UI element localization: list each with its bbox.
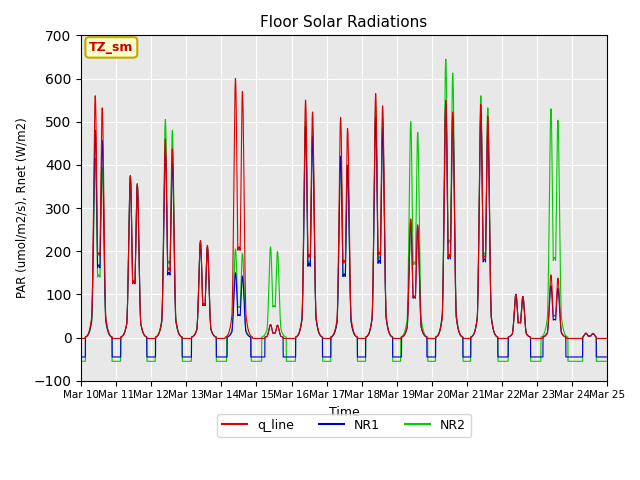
NR1 xyxy=(77,354,85,360)
q_line xyxy=(602,336,610,341)
q_line xyxy=(172,316,180,322)
NR1 xyxy=(433,334,440,340)
Y-axis label: PAR (umol/m2/s), Rnet (W/m2): PAR (umol/m2/s), Rnet (W/m2) xyxy=(15,118,28,299)
q_line xyxy=(77,336,85,341)
Line: NR1: NR1 xyxy=(81,105,607,357)
NR1 xyxy=(172,317,180,323)
NR2 xyxy=(603,359,611,364)
Legend: q_line, NR1, NR2: q_line, NR1, NR2 xyxy=(217,414,471,437)
Title: Floor Solar Radiations: Floor Solar Radiations xyxy=(260,15,428,30)
Text: TZ_sm: TZ_sm xyxy=(89,41,134,54)
NR1 xyxy=(462,354,470,360)
NR2 xyxy=(324,359,332,364)
q_line xyxy=(433,334,440,339)
q_line xyxy=(324,336,332,341)
NR2 xyxy=(602,359,610,364)
NR1 xyxy=(324,354,332,360)
X-axis label: Time: Time xyxy=(329,406,360,419)
NR2 xyxy=(492,332,499,338)
q_line xyxy=(492,333,499,338)
NR1 xyxy=(442,102,450,108)
q_line xyxy=(232,76,239,82)
NR2 xyxy=(433,334,440,339)
NR2 xyxy=(442,56,450,62)
NR1 xyxy=(492,333,499,338)
Line: q_line: q_line xyxy=(81,79,607,338)
NR1 xyxy=(602,354,610,360)
NR2 xyxy=(462,359,470,364)
Line: NR2: NR2 xyxy=(81,59,607,361)
NR2 xyxy=(77,359,85,364)
NR1 xyxy=(603,354,611,360)
q_line xyxy=(462,336,470,341)
q_line xyxy=(603,336,611,341)
NR2 xyxy=(172,314,180,320)
